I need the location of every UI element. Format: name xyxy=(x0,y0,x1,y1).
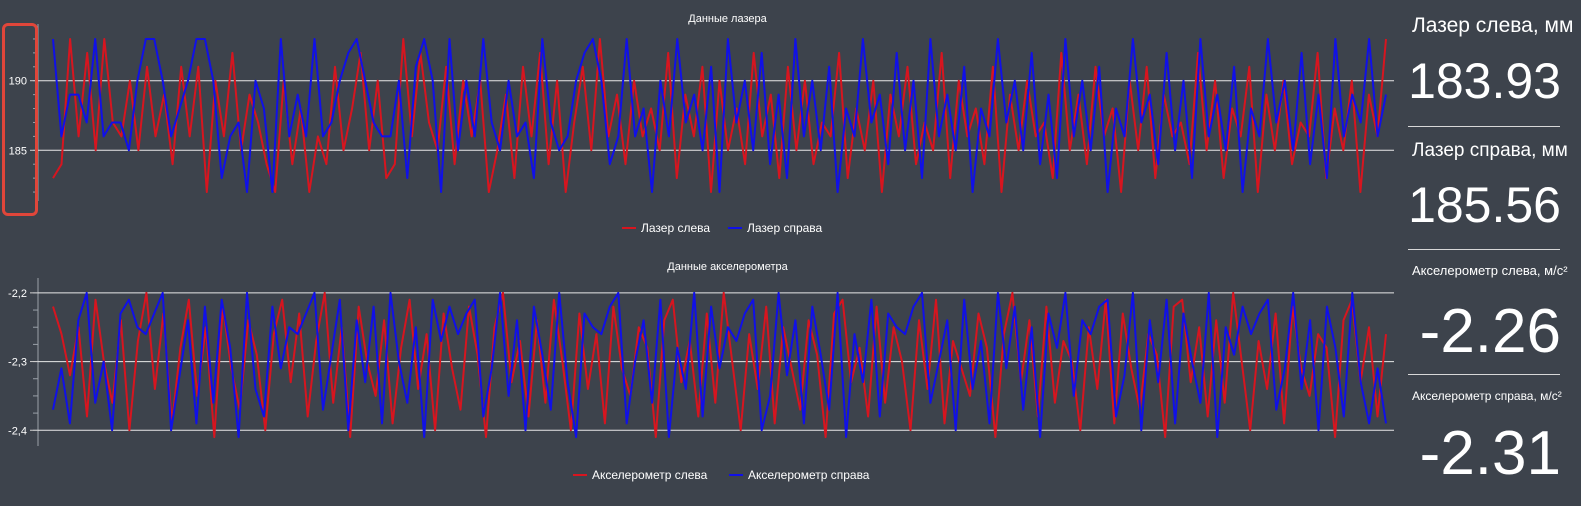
separator xyxy=(1408,126,1560,127)
y-axis-highlight xyxy=(2,23,38,216)
series-line-right xyxy=(52,291,1387,439)
accel-left-label: Акселерометр слева, м/с² xyxy=(1412,263,1568,278)
chart-title: Данные акселерометра xyxy=(667,261,788,273)
laser-left-label: Лазер слева, мм xyxy=(1412,14,1574,37)
y-tick-label: -2,4 xyxy=(8,425,27,437)
charts-area: Данные лазера 185 190 Лазер слева Лазер спра… xyxy=(8,13,1394,482)
separator xyxy=(1408,374,1560,375)
y-tick-label: 185 xyxy=(9,145,27,157)
separator xyxy=(1408,249,1560,250)
readouts-panel: Лазер слева, мм 183.93 Лазер справа, мм … xyxy=(1408,0,1573,506)
series-line-right xyxy=(52,38,1387,193)
laser-left-value: 183.93 xyxy=(1408,53,1561,109)
legend-label: Лазер справа xyxy=(747,221,823,235)
accel-right-label: Акселерометр справа, м/с² xyxy=(1412,389,1562,403)
y-tick-label: 190 xyxy=(9,76,27,88)
chart-title: Данные лазера xyxy=(688,13,767,25)
accel-right-value: -2.31 xyxy=(1419,419,1561,488)
y-tick-label: -2,2 xyxy=(8,288,27,300)
laser-right-value: 185.56 xyxy=(1408,177,1561,233)
legend-label: Акселерометр слева xyxy=(592,468,708,482)
y-tick-label: -2,3 xyxy=(8,357,27,369)
legend-label: Лазер слева xyxy=(641,221,710,235)
accelerometer-chart: Данные акселерометра -2,2 -2,3 -2,4 Акселеро… xyxy=(8,261,1394,482)
accel-left-value: -2.26 xyxy=(1419,297,1561,366)
legend-label: Акселерометр справа xyxy=(748,468,870,482)
laser-right-label: Лазер справа, мм xyxy=(1412,140,1568,161)
laser-chart: Данные лазера 185 190 Лазер слева Лазер спра… xyxy=(9,13,1394,235)
